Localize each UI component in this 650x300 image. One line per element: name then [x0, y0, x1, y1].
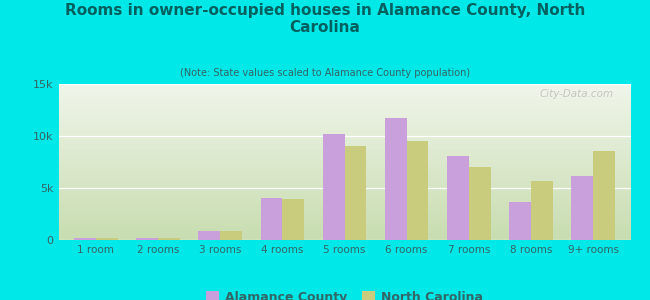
Bar: [407, 141, 428, 240]
Bar: [136, 238, 158, 240]
Bar: [531, 181, 552, 240]
Bar: [261, 198, 282, 240]
Bar: [469, 167, 491, 240]
Bar: [158, 238, 180, 240]
Bar: [447, 156, 469, 240]
Text: Rooms in owner-occupied houses in Alamance County, North
Carolina: Rooms in owner-occupied houses in Alaman…: [65, 3, 585, 35]
Bar: [385, 118, 407, 240]
Text: City-Data.com: City-Data.com: [540, 89, 614, 99]
Bar: [198, 231, 220, 240]
Text: (Note: State values scaled to Alamance County population): (Note: State values scaled to Alamance C…: [180, 68, 470, 77]
Bar: [323, 134, 345, 240]
Bar: [509, 202, 531, 240]
Legend: Alamance County, North Carolina: Alamance County, North Carolina: [201, 286, 488, 300]
Bar: [571, 176, 593, 240]
Bar: [96, 238, 118, 240]
Bar: [282, 200, 304, 240]
Bar: [344, 146, 366, 240]
Bar: [220, 231, 242, 240]
Bar: [593, 151, 615, 240]
Bar: [74, 238, 96, 240]
